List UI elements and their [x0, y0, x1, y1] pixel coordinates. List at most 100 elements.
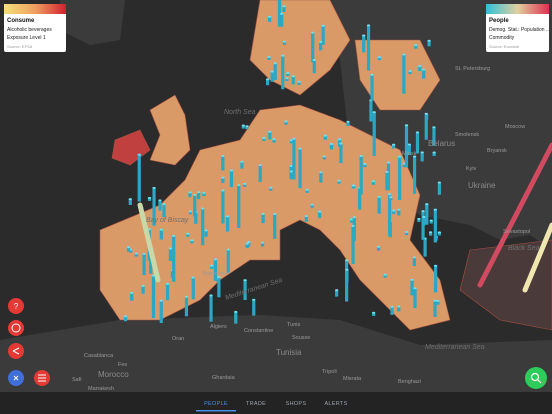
column: [392, 144, 396, 149]
column: [322, 156, 326, 160]
column: [286, 71, 290, 74]
column: [282, 40, 286, 43]
column: [389, 197, 393, 201]
column: [413, 288, 417, 309]
column: [311, 31, 315, 34]
close-button[interactable]: [8, 370, 24, 386]
button-icon: [38, 374, 46, 382]
column: [234, 311, 238, 324]
column: [437, 181, 441, 184]
column: [217, 277, 221, 298]
column: [386, 161, 391, 164]
legend-text: Exposure Level 1: [7, 35, 46, 41]
column: [388, 194, 392, 236]
help-button[interactable]: ?: [8, 298, 24, 314]
column: [377, 195, 381, 198]
column: [284, 121, 288, 125]
city-label: Oran: [172, 336, 184, 342]
legend-right[interactable]: People Demog. Stat.: Population ... Comm…: [486, 4, 550, 52]
column: [266, 78, 270, 81]
column: [397, 305, 401, 308]
column: [291, 76, 295, 85]
column: [281, 54, 285, 57]
column: [407, 144, 411, 156]
column: [372, 311, 376, 314]
column: [319, 172, 323, 183]
column: [184, 296, 189, 317]
column: [392, 209, 396, 212]
column: [389, 196, 393, 199]
country-label: Ukraine: [468, 181, 496, 190]
search-button[interactable]: [525, 367, 547, 389]
column: [137, 154, 141, 202]
column: [297, 81, 301, 85]
column: [202, 192, 206, 197]
column: [318, 211, 322, 219]
column: [321, 25, 325, 45]
column: [159, 228, 163, 231]
column: [437, 231, 441, 234]
column: [404, 124, 409, 127]
column: [213, 258, 218, 261]
tab[interactable]: SHOPS: [286, 401, 307, 407]
column: [229, 170, 234, 188]
column: [226, 249, 230, 273]
column: [383, 274, 387, 278]
column: [345, 259, 349, 262]
column: [159, 299, 163, 302]
column: [385, 171, 389, 191]
column: [329, 144, 334, 150]
column: [123, 315, 128, 318]
column: [197, 191, 201, 194]
tab[interactable]: PEOPLE: [204, 401, 228, 407]
legend-left[interactable]: Consume Alcoholic beverages Exposure Lev…: [4, 4, 66, 52]
column: [267, 55, 271, 58]
column: [240, 161, 244, 169]
column: [298, 148, 302, 189]
column: [272, 139, 276, 143]
column: [377, 245, 381, 248]
column: [273, 63, 277, 80]
column: [433, 299, 437, 302]
column: [209, 294, 213, 297]
column: [359, 155, 363, 195]
column: [346, 120, 350, 123]
column: [424, 112, 428, 115]
column: [323, 135, 327, 140]
column: [390, 305, 394, 308]
column: [204, 230, 208, 237]
column: [312, 61, 316, 74]
button-icon: ?: [14, 302, 19, 311]
column: [245, 242, 249, 245]
column: [184, 295, 189, 298]
column: [436, 299, 440, 302]
column: [142, 253, 146, 276]
info-button[interactable]: [8, 320, 24, 336]
column: [422, 215, 426, 218]
column: [390, 306, 394, 315]
column: [371, 181, 375, 185]
legend-source: Source: Eurostat: [489, 44, 520, 49]
column: [242, 182, 247, 185]
column: [418, 65, 422, 68]
column: [377, 57, 381, 61]
column: [261, 213, 265, 224]
column: [321, 24, 325, 27]
legend-title: Consume: [7, 18, 35, 24]
column: [427, 39, 431, 42]
column: [152, 187, 156, 226]
column: [282, 5, 286, 8]
column: [286, 72, 290, 76]
column: [319, 40, 323, 43]
country-label: Belarus: [428, 139, 455, 148]
tab[interactable]: TRADE: [246, 401, 266, 407]
legend-text: Demog. Stat.: Population ...: [489, 27, 550, 33]
city-label: Tunis: [287, 322, 300, 328]
tab[interactable]: ALERTS: [324, 401, 347, 407]
menu-button[interactable]: [34, 370, 50, 386]
share-button[interactable]: [8, 343, 24, 359]
column: [289, 139, 294, 142]
column: [260, 242, 265, 247]
column: [247, 240, 251, 243]
